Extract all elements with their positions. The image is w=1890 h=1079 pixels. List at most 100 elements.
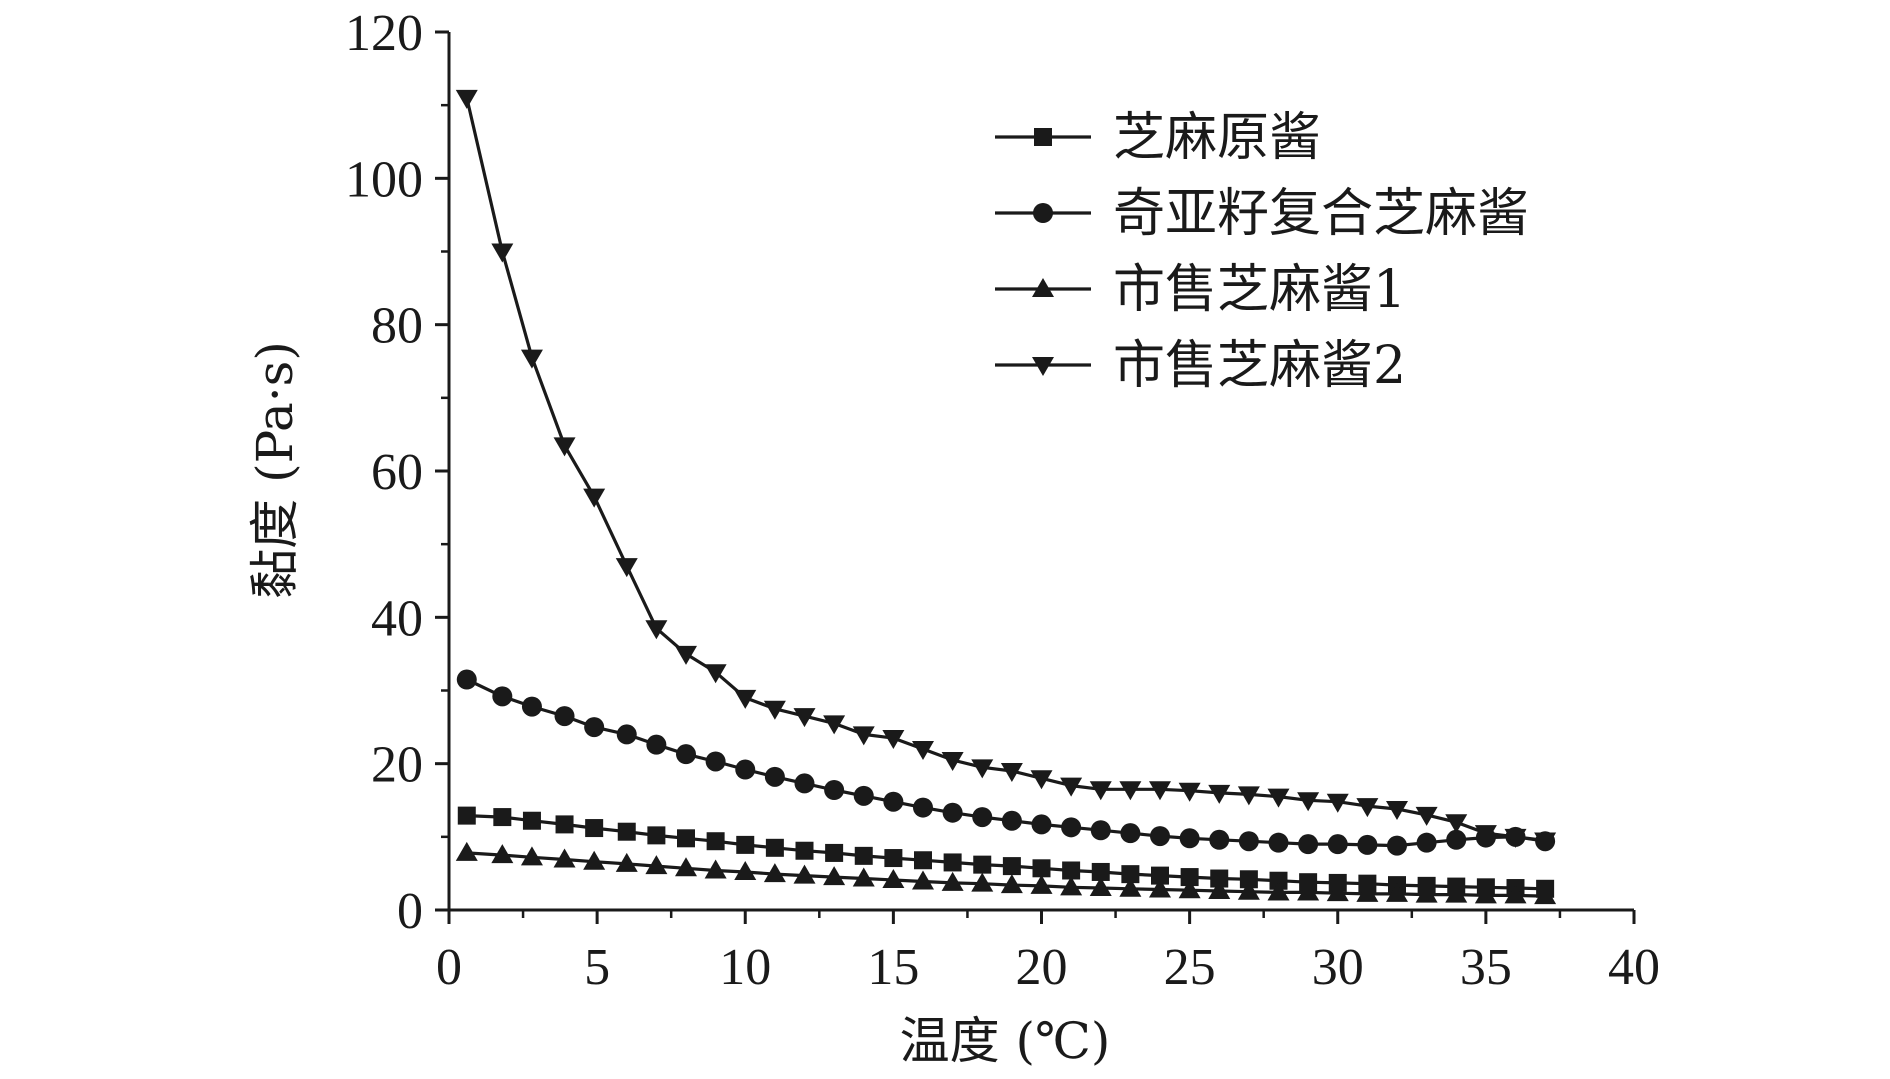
data-point [617,822,636,841]
x-tick-label: 35 [1460,939,1512,996]
data-point [823,715,846,735]
data-point [1120,823,1141,844]
x-tick-label: 5 [584,939,610,996]
data-point [1269,871,1288,890]
data-point [793,708,816,728]
data-point [942,802,963,823]
data-point [912,870,934,890]
data-point [645,855,668,875]
data-point [1178,782,1201,802]
data-point [1504,828,1527,848]
legend-marker [1032,278,1054,297]
data-point [1534,885,1557,905]
data-point [1062,861,1081,880]
data-point [971,872,994,892]
x-tick-label: 0 [436,939,462,996]
data-point [1031,814,1052,835]
data-point [972,807,993,828]
x-tick-label: 30 [1312,939,1364,996]
data-point [705,751,726,772]
x-tick-label: 15 [867,939,919,996]
y-tick-label: 0 [397,883,423,940]
x-axis-title: 温度 (℃) [900,1012,1111,1070]
data-point [520,349,543,369]
series-2 [456,669,1556,856]
data-point [1386,882,1408,902]
data-point [1119,877,1142,897]
data-point [1415,806,1438,826]
y-tick-label: 100 [345,151,423,208]
legend-marker [1032,357,1054,376]
data-point [882,869,905,889]
data-point [1180,868,1199,887]
data-point [1149,878,1171,898]
data-point [825,843,844,862]
data-point [1060,876,1083,896]
data-point [491,844,514,864]
data-point [615,558,638,578]
data-point [765,838,784,857]
data-point [1237,880,1260,900]
data-point [1504,884,1527,904]
data-point [736,835,755,854]
data-point [1474,884,1497,904]
data-point [971,759,994,779]
y-tick-label: 80 [371,298,423,355]
data-point [704,664,727,684]
data-point [1001,810,1022,831]
data-point [1356,798,1379,818]
data-point [794,773,815,794]
legend-label: 奇亚籽复合芝麻酱 [1113,184,1529,244]
axes: 0 5 10 15 20 25 30 35 40 0 20 40 60 80 100 120 [345,5,1660,996]
data-point [1239,870,1258,889]
data-point [1150,826,1170,847]
data-point [1208,879,1231,899]
data-point [456,669,477,690]
data-point [1209,829,1230,850]
data-point [1000,874,1023,894]
data-point [1386,801,1408,821]
data-point [912,741,934,761]
data-point [1357,834,1378,855]
data-point [1237,786,1260,806]
data-point [455,841,478,861]
data-point [1179,828,1200,849]
legend-label: 市售芝麻酱1 [1113,260,1406,320]
legend-item-1: 芝麻原酱 [995,108,1321,168]
data-point [853,785,874,806]
data-point [583,850,606,870]
data-point [823,866,846,886]
data-point [675,645,697,665]
data-point [1415,883,1438,903]
y-tick-label: 20 [371,737,423,794]
data-point [852,867,875,887]
data-point [457,806,476,825]
data-point [795,841,814,860]
data-point [554,706,575,727]
data-point [1298,834,1319,855]
data-point [1356,882,1379,902]
legend-item-4: 市售芝麻酱2 [995,336,1406,396]
data-point [1297,881,1320,901]
data-point [914,851,932,870]
series-4 [455,89,1557,852]
data-point [763,700,786,720]
data-point [522,811,541,830]
data-point [521,696,542,717]
data-point [1327,834,1348,855]
data-point [1089,877,1112,897]
data-point [824,780,845,801]
data-point [973,855,992,874]
data-point [1091,862,1110,881]
series-3 [455,841,1557,905]
legend-marker [1033,203,1053,223]
data-point [1178,879,1201,899]
data-point [585,819,604,838]
data-point [913,797,933,818]
data-point [1030,874,1053,894]
data-point [553,437,576,457]
data-point [583,488,606,508]
data-point [1000,762,1023,782]
data-point [852,726,875,746]
